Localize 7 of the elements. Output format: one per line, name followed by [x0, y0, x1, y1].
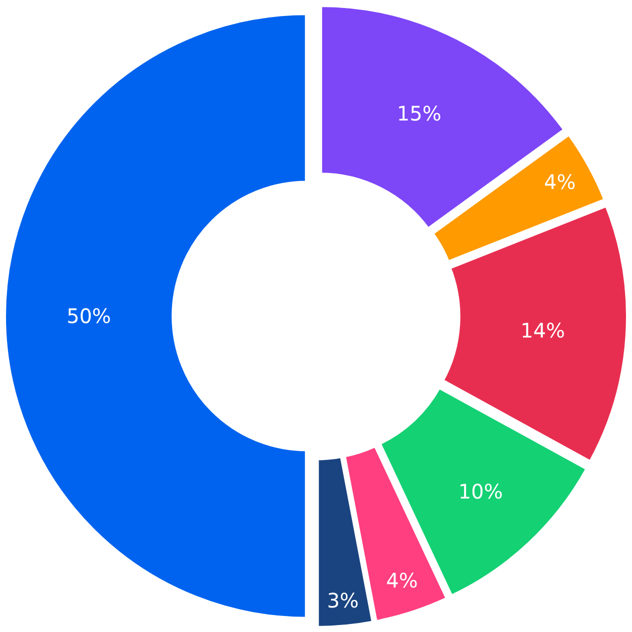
data-label: 15% — [396, 102, 442, 126]
data-label: 4% — [386, 568, 418, 593]
data-label: 14% — [520, 318, 565, 342]
data-label: 3% — [327, 588, 359, 613]
data-label: 50% — [66, 304, 112, 328]
data-label: 10% — [458, 479, 503, 504]
data-label: 4% — [544, 170, 576, 194]
